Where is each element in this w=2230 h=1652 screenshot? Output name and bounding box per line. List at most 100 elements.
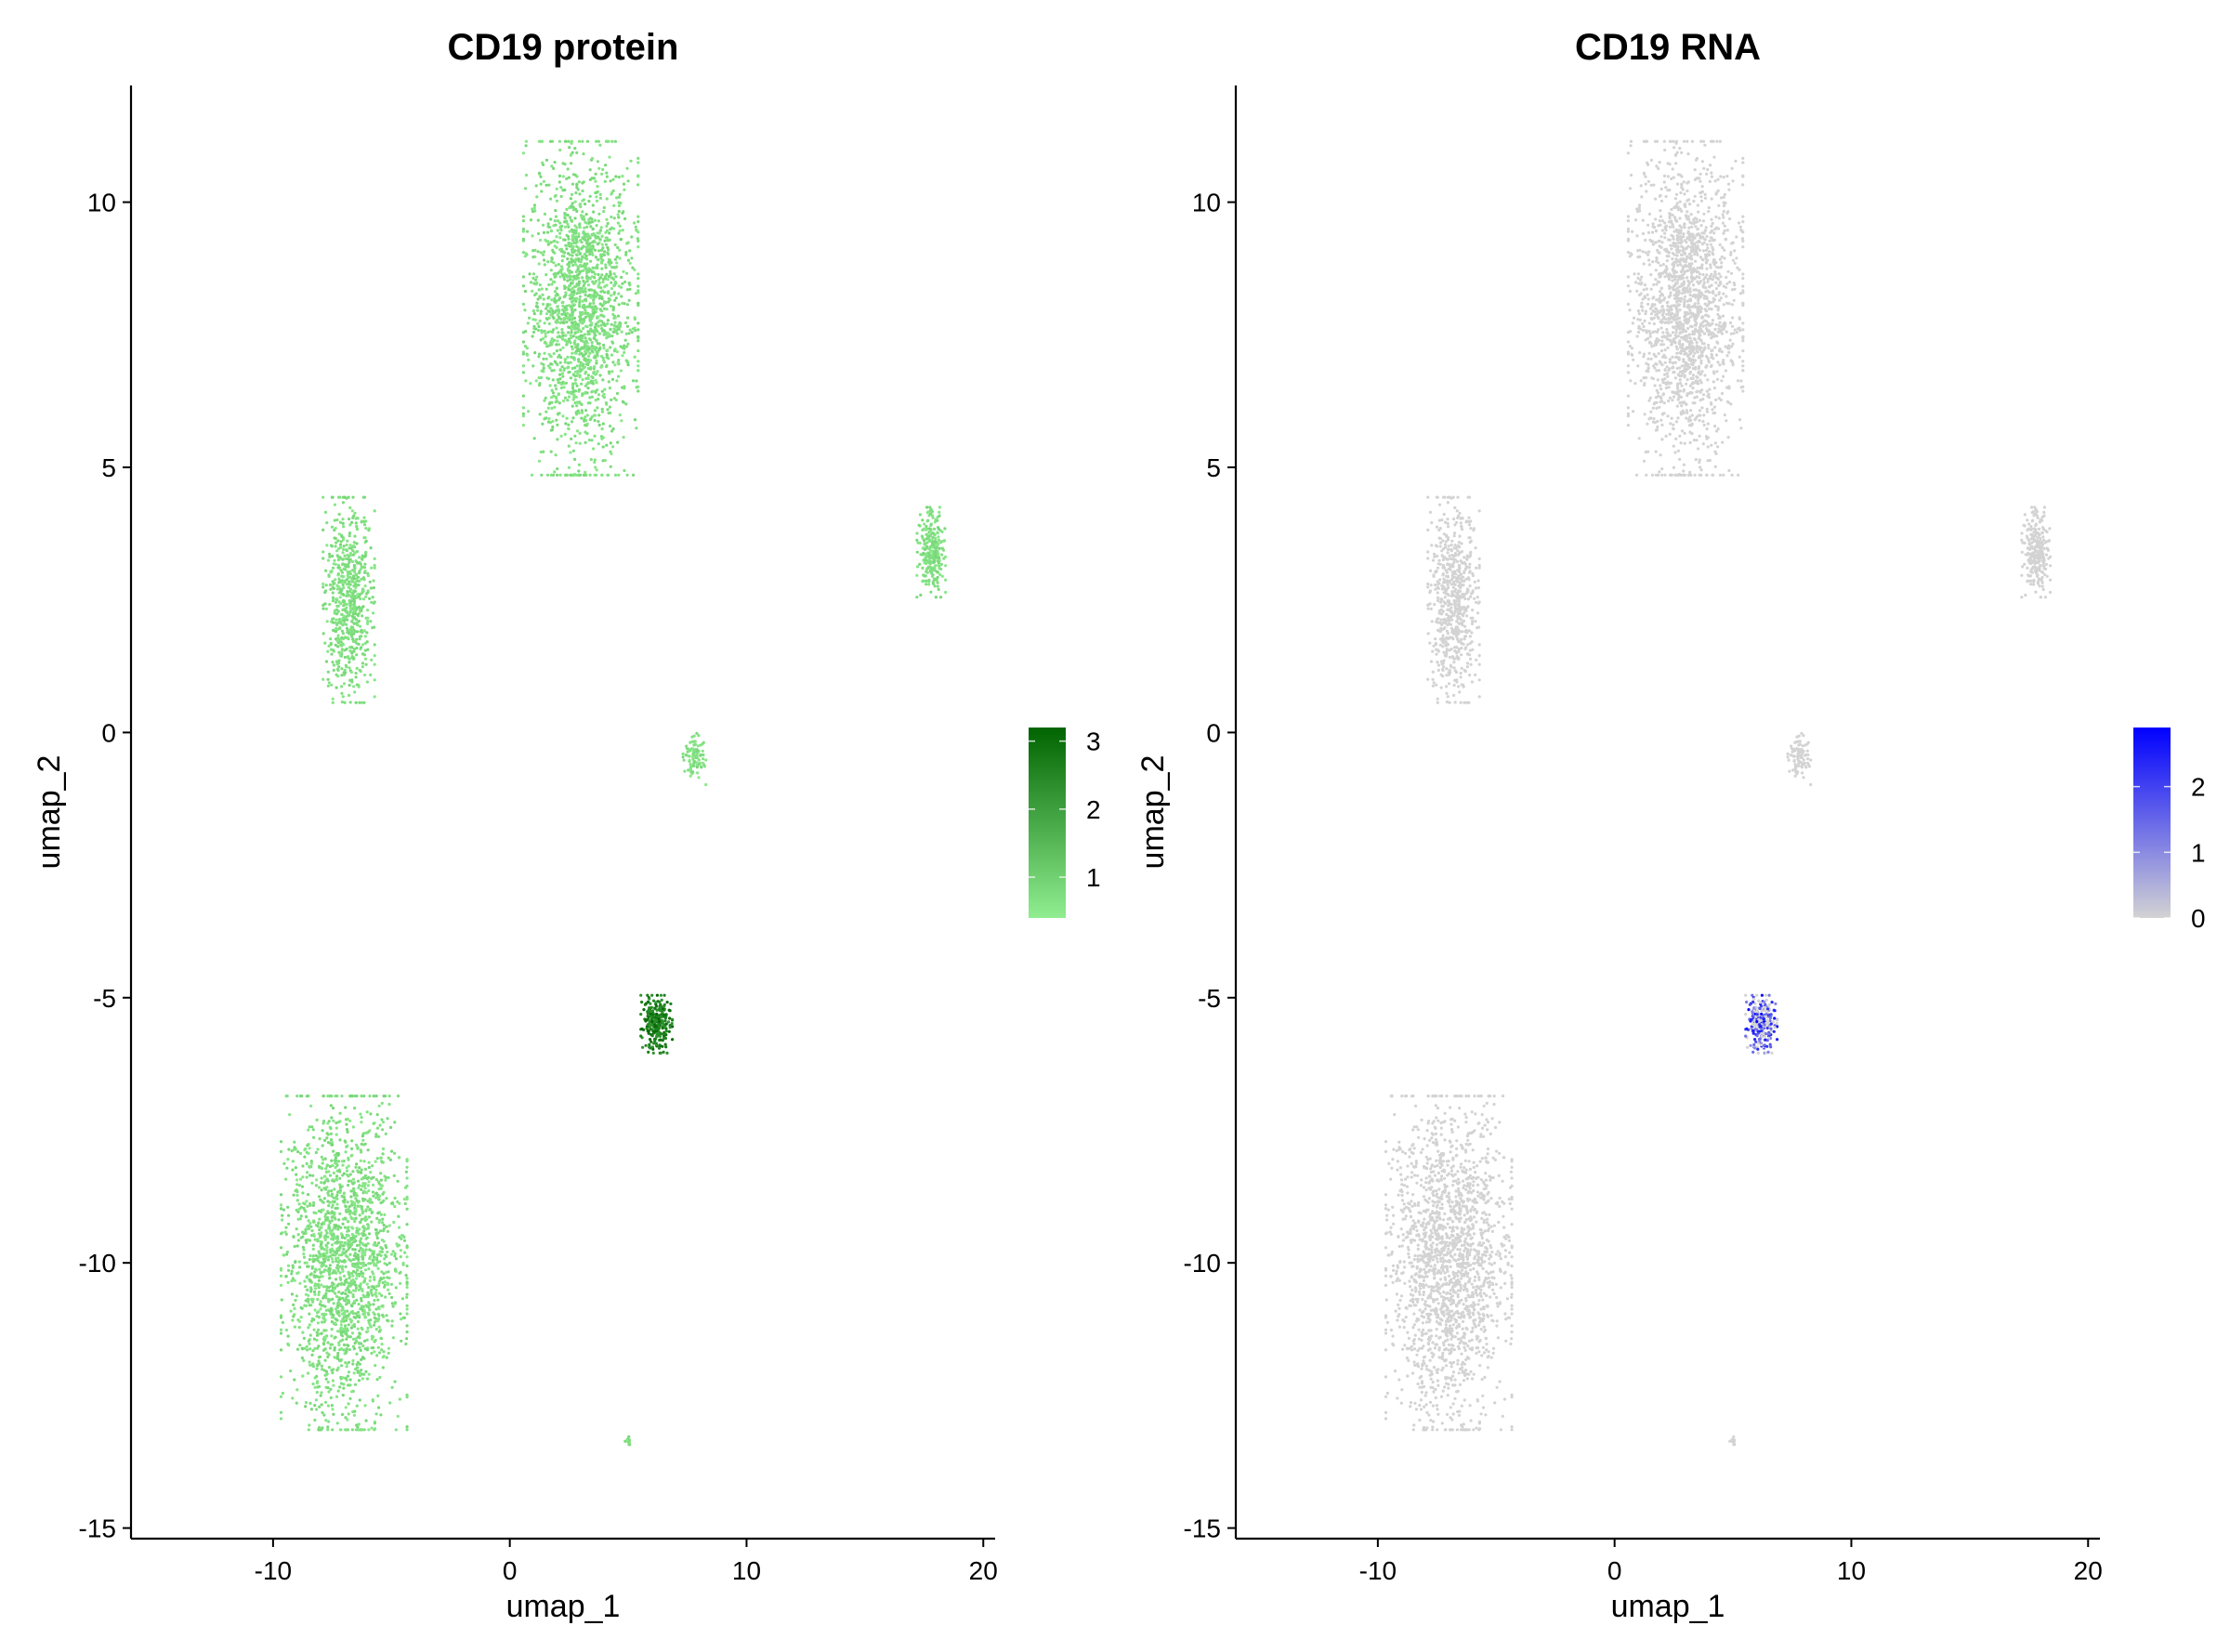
point	[601, 356, 605, 360]
point	[301, 1191, 305, 1195]
point	[351, 611, 355, 615]
point	[315, 1338, 319, 1342]
point	[561, 374, 565, 378]
point	[583, 391, 586, 395]
point	[927, 527, 932, 531]
point	[569, 473, 572, 477]
point	[361, 1232, 364, 1236]
point	[313, 1238, 317, 1241]
point	[636, 364, 640, 368]
point	[559, 229, 563, 232]
point	[526, 229, 530, 233]
point	[371, 1190, 375, 1194]
point	[365, 680, 369, 684]
point	[384, 1253, 387, 1257]
point	[555, 187, 558, 190]
point	[360, 1187, 363, 1191]
point	[555, 286, 558, 290]
point	[405, 1324, 409, 1328]
point	[587, 439, 592, 442]
point	[603, 250, 607, 254]
point	[594, 179, 597, 183]
point	[548, 309, 552, 314]
point	[308, 1202, 312, 1206]
point	[356, 1335, 360, 1339]
point	[307, 1193, 310, 1197]
point	[360, 519, 363, 523]
point	[279, 1328, 283, 1331]
point	[326, 1341, 330, 1344]
point	[623, 216, 627, 221]
point	[331, 1260, 334, 1264]
point	[562, 317, 566, 321]
point	[373, 1278, 376, 1281]
point	[350, 1305, 354, 1308]
point	[933, 532, 937, 536]
point	[336, 1121, 340, 1124]
point	[569, 341, 572, 345]
point	[611, 277, 616, 281]
point	[576, 348, 581, 352]
point	[566, 361, 571, 365]
point	[621, 175, 624, 178]
point	[648, 1006, 651, 1010]
point	[583, 357, 586, 361]
point	[376, 1266, 380, 1270]
point	[336, 1354, 340, 1357]
point	[310, 1353, 314, 1357]
point	[698, 761, 702, 765]
point	[348, 1258, 351, 1262]
point	[363, 1173, 367, 1177]
point	[663, 1042, 667, 1046]
point	[369, 673, 373, 677]
point	[585, 422, 589, 426]
point	[571, 416, 575, 420]
point	[572, 316, 577, 320]
point	[549, 241, 553, 244]
point	[621, 282, 624, 285]
point	[360, 1121, 363, 1124]
point	[607, 296, 610, 300]
point	[565, 177, 569, 180]
point	[371, 1398, 374, 1402]
point	[650, 1034, 654, 1038]
point	[307, 1227, 310, 1231]
point	[335, 1174, 339, 1178]
point	[360, 1296, 363, 1301]
point	[662, 1019, 665, 1023]
point	[599, 323, 603, 327]
point	[659, 1038, 662, 1042]
point	[611, 177, 615, 181]
x-tick-label: 0	[503, 1556, 518, 1585]
point	[344, 1205, 348, 1209]
point	[339, 1382, 344, 1385]
point	[381, 1192, 385, 1196]
point	[348, 1095, 352, 1098]
point	[290, 1149, 294, 1153]
point	[592, 447, 596, 451]
point	[560, 337, 565, 341]
point	[571, 286, 574, 291]
point	[702, 753, 705, 757]
point	[606, 278, 610, 282]
point	[918, 541, 922, 545]
point	[331, 591, 334, 595]
point	[544, 273, 548, 277]
point	[371, 1164, 374, 1168]
point	[295, 1227, 298, 1231]
point	[351, 1274, 355, 1278]
point	[610, 340, 614, 344]
point	[606, 348, 610, 352]
point	[387, 1288, 390, 1291]
point	[367, 1215, 371, 1219]
point	[382, 1276, 386, 1279]
point	[344, 1416, 348, 1420]
point	[363, 1142, 367, 1146]
point	[330, 1159, 334, 1162]
point	[324, 1291, 328, 1295]
point	[557, 343, 561, 347]
point	[580, 320, 584, 323]
point	[584, 315, 588, 319]
point	[334, 1162, 338, 1166]
point	[650, 993, 654, 997]
